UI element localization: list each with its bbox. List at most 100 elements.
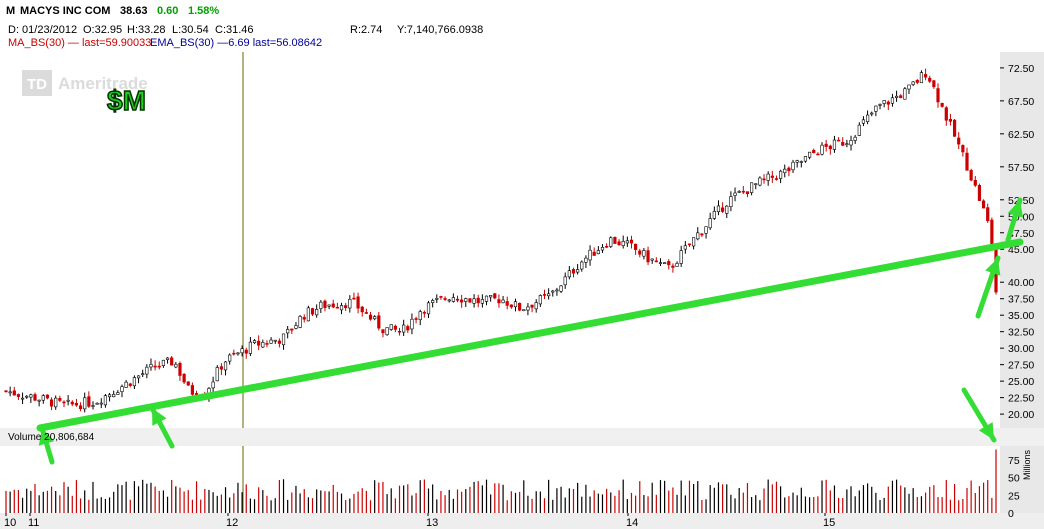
bar-open: O:32.95	[83, 24, 123, 36]
candle-body	[679, 250, 683, 264]
candle-body	[911, 81, 915, 85]
bar-date: D: 01/23/2012	[8, 24, 78, 36]
candle-body	[70, 401, 74, 405]
candle-body	[360, 306, 364, 313]
candle-body	[518, 302, 522, 311]
candle-body	[373, 316, 377, 320]
candle-body	[721, 207, 725, 212]
candle-body	[174, 363, 178, 368]
candle-body	[634, 243, 638, 250]
candle-body	[592, 251, 596, 256]
candle-body	[344, 305, 348, 309]
candle-body	[667, 261, 671, 266]
candle-body	[613, 237, 617, 244]
price-tick-label: 32.50	[1008, 327, 1034, 339]
candle-body	[878, 104, 882, 106]
candle-body	[78, 405, 83, 410]
candle-body	[774, 178, 779, 180]
candle-body	[435, 298, 439, 300]
price-tick-label: 45.00	[1008, 244, 1034, 256]
candle-body	[716, 205, 721, 213]
candle-body	[116, 392, 120, 395]
candle-body	[729, 196, 733, 208]
candle-body	[915, 79, 919, 83]
candle-body	[190, 385, 195, 395]
volume-tick-label: 75	[1008, 455, 1020, 467]
candle-body	[812, 149, 816, 154]
candle-body	[903, 88, 907, 100]
arrow-second-low-head	[152, 408, 167, 426]
candle-body	[646, 250, 650, 263]
candle-body	[348, 298, 352, 309]
candle-body	[571, 269, 576, 274]
candle-body	[54, 397, 58, 408]
candle-body	[625, 240, 629, 244]
candle-body	[99, 402, 103, 405]
candle-body	[501, 299, 505, 304]
candle-body	[948, 118, 953, 122]
time-tick-label: 10	[4, 517, 16, 529]
candle-body	[468, 298, 472, 303]
candle-body	[315, 308, 319, 316]
candle-body	[12, 390, 16, 396]
price-tick-label: 57.50	[1008, 162, 1034, 174]
candle-body	[8, 391, 12, 394]
volume-tick-label: 50	[1008, 473, 1020, 485]
candle-body	[232, 352, 236, 355]
candle-body	[489, 295, 493, 298]
candle-body	[219, 366, 223, 370]
symbol: M	[6, 5, 16, 17]
candle-body	[642, 250, 646, 257]
candle-body	[845, 143, 849, 146]
arrow-volume-spike-head	[978, 422, 994, 440]
candle-body	[853, 136, 857, 141]
candle-body	[165, 357, 170, 360]
candle-body	[932, 80, 936, 88]
candle-body	[20, 397, 25, 400]
arrow-left-low-head	[38, 428, 55, 446]
candle-body	[339, 305, 344, 311]
candle-body	[505, 301, 509, 306]
volume-title-bar	[0, 428, 1044, 446]
candle-body	[551, 290, 555, 293]
time-tick-label: 15	[823, 517, 835, 529]
volume-panel-bg	[0, 446, 1000, 513]
price-tick-label: 20.00	[1008, 409, 1034, 421]
candle-body	[480, 299, 484, 304]
candle-body	[783, 168, 787, 174]
time-tick-label: 13	[426, 517, 438, 529]
candle-body	[712, 211, 716, 219]
candle-body	[791, 161, 795, 171]
candle-body	[136, 375, 141, 379]
volume-label: Volume 20,806,684	[8, 432, 95, 443]
candle-body	[952, 119, 957, 137]
candle-body	[331, 303, 335, 308]
candle-body	[969, 170, 973, 181]
company-name: MACYS INC COM	[20, 5, 111, 17]
candle-body	[609, 237, 613, 247]
candle-body	[4, 390, 8, 393]
candle-body	[576, 269, 580, 273]
candle-body	[302, 317, 306, 320]
candle-body	[161, 359, 166, 366]
candle-body	[874, 105, 878, 112]
candle-body	[654, 260, 658, 263]
candle-body	[426, 302, 431, 315]
candle-body	[990, 219, 994, 244]
candle-body	[708, 218, 712, 229]
candle-body	[273, 339, 277, 342]
candle-body	[820, 144, 824, 155]
candle-body	[928, 77, 932, 82]
candle-body	[443, 298, 447, 300]
candle-body	[310, 308, 315, 315]
candle-body	[157, 365, 161, 368]
candle-body	[513, 301, 518, 308]
candle-body	[389, 324, 393, 330]
last-price: 38.63	[120, 5, 148, 17]
candle-body	[899, 95, 903, 98]
candle-body	[493, 293, 497, 299]
candle-body	[675, 263, 679, 267]
candle-body	[596, 250, 600, 255]
candle-body	[580, 261, 584, 270]
candle-body	[534, 302, 538, 310]
